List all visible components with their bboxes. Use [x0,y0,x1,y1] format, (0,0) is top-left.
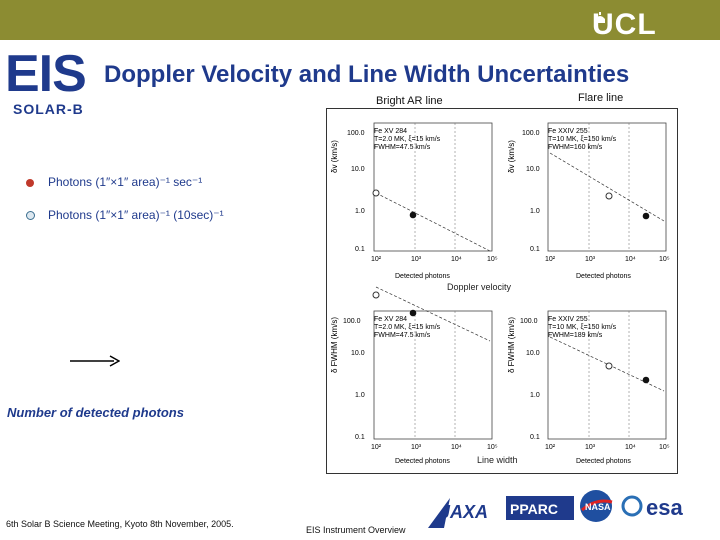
meeting-footer: 6th Solar B Science Meeting, Kyoto 8th N… [6,519,234,529]
y-tick-label: 100.0 [520,318,538,325]
y-tick-label: 1.0 [530,208,540,215]
trend-line [375,286,491,342]
panel-bottom-left: δ FWHM (km/s) 100.0 10.0 1.0 0.1 10² 10³… [330,286,498,465]
doppler-velocity-caption: Doppler velocity [447,282,512,292]
presentation-footer: EIS Instrument Overview [306,525,406,535]
ucl-dome-icon [595,12,605,23]
line-width-caption: Line width [477,455,518,465]
x-tick-label: 10⁵ [659,444,670,451]
y-tick-label: 100.0 [347,130,365,137]
filled-data-point [409,211,417,219]
page-title: Doppler Velocity and Line Width Uncertai… [104,61,630,88]
solar-b-logo: SOLAR-B [13,101,84,117]
trend-line [549,152,665,222]
x-tick-label: 10² [371,444,382,451]
svg-text:PPARC: PPARC [510,501,558,517]
y-tick-label: 1.0 [530,392,540,399]
svg-text:NASA: NASA [585,502,611,512]
y-tick-label: 1.0 [355,392,365,399]
x-tick-label: 10³ [585,256,596,263]
y-tick-label: 100.0 [522,130,540,137]
y-axis-label: δv (km/s) [330,140,339,173]
plot-frame [547,310,667,440]
x-axis-label: Detected photons [576,273,631,280]
panel-text-line: T=2.0 MK, ξ=15 km/s [374,136,441,143]
pparc-logo: PPARC [506,496,574,520]
x-tick-label: 10⁵ [659,256,670,263]
sponsor-logos: JAXA PPARC NASA esa [428,490,683,528]
y-tick-label: 1.0 [355,208,365,215]
eis-logo: EIS [5,45,87,103]
uncertainty-figure: δv (km/s) 100.0 10.0 1.0 0.1 10² 10³ 10⁴… [326,108,678,474]
y-tick-label: 10.0 [351,350,365,357]
x-axis-label: Detected photons [395,273,450,280]
filled-data-point [642,376,650,384]
bright-ar-line-label: Bright AR line [376,95,443,107]
legend-label-per-sec: Photons (1″×1″ area)⁻¹ sec⁻¹ [48,175,203,189]
panel-top-right: δv (km/s) 100.0 10.0 1.0 0.1 10² 10³ 10⁴… [507,122,670,280]
filled-data-point [642,212,650,220]
open-dot-icon [26,211,35,220]
panel-text-line: T=10 MK, ξ=150 km/s [548,324,617,331]
x-tick-label: 10⁴ [625,256,636,263]
y-axis-label: δv (km/s) [507,140,516,173]
open-data-point [372,291,380,299]
x-tick-label: 10⁴ [451,444,462,451]
panel-text-line: FWHM=160 km/s [548,144,603,151]
x-axis-label: Detected photons [395,458,450,465]
ucl-logo: UCL [592,8,657,41]
filled-dot-icon [26,179,34,187]
jaxa-logo: JAXA [428,498,488,528]
x-axis-label: Detected photons [576,458,631,465]
x-tick-label: 10⁵ [487,256,498,263]
y-tick-label: 0.1 [355,246,365,253]
plot-frame [373,310,493,440]
panel-text-line: Fe XXIV 255 [548,128,588,135]
panel-text-line: Fe XXIV 255 [548,316,588,323]
svg-text:esa: esa [646,495,683,520]
panel-text-line: FWHM=189 km/s [548,332,603,339]
trend-line [375,192,491,252]
y-axis-label: δ FWHM (km/s) [330,317,339,373]
y-tick-label: 10.0 [526,166,540,173]
x-tick-label: 10⁴ [451,256,462,263]
filled-data-point [409,309,417,317]
flare-line-label: Flare line [578,92,624,104]
detected-photons-caption: Number of detected photons [7,405,184,420]
nasa-logo: NASA [580,490,613,522]
esa-logo: esa [621,495,683,520]
open-data-point [605,192,613,200]
y-tick-label: 0.1 [530,246,540,253]
x-tick-label: 10³ [411,256,422,263]
y-tick-label: 0.1 [530,434,540,441]
y-tick-label: 100.0 [343,318,361,325]
panel-text-line: FWHM=47.5 km/s [374,144,431,151]
panel-top-left: δv (km/s) 100.0 10.0 1.0 0.1 10² 10³ 10⁴… [330,122,498,280]
figure-plots: δv (km/s) 100.0 10.0 1.0 0.1 10² 10³ 10⁴… [330,122,670,465]
panel-text-line: T=2.0 MK, ξ=15 km/s [374,324,441,331]
x-tick-label: 10² [545,256,556,263]
x-tick-label: 10⁴ [625,444,636,451]
right-arrow-icon [70,355,120,367]
y-tick-label: 0.1 [355,434,365,441]
plot-frame [547,122,667,252]
y-axis-label: δ FWHM (km/s) [507,317,516,373]
y-tick-label: 10.0 [351,166,365,173]
svg-text:JAXA: JAXA [440,502,488,522]
x-tick-label: 10² [545,444,556,451]
x-tick-label: 10³ [411,444,422,451]
panel-text-line: FWHM=47.5 km/s [374,332,431,339]
open-data-point [372,189,380,197]
legend-label-per-10sec: Photons (1″×1″ area)⁻¹ (10sec)⁻¹ [48,208,224,222]
y-tick-label: 10.0 [526,350,540,357]
panel-text-line: T=10 MK, ξ=150 km/s [548,136,617,143]
x-tick-label: 10⁵ [487,444,498,451]
panel-text-line: Fe XV 284 [374,128,407,135]
x-tick-label: 10² [371,256,382,263]
x-tick-label: 10³ [585,444,596,451]
plot-frame [373,122,493,252]
panel-text-line: Fe XV 284 [374,316,407,323]
panel-bottom-right: δ FWHM (km/s) 100.0 10.0 1.0 0.1 10² 10³… [507,310,670,465]
open-data-point [605,362,613,370]
